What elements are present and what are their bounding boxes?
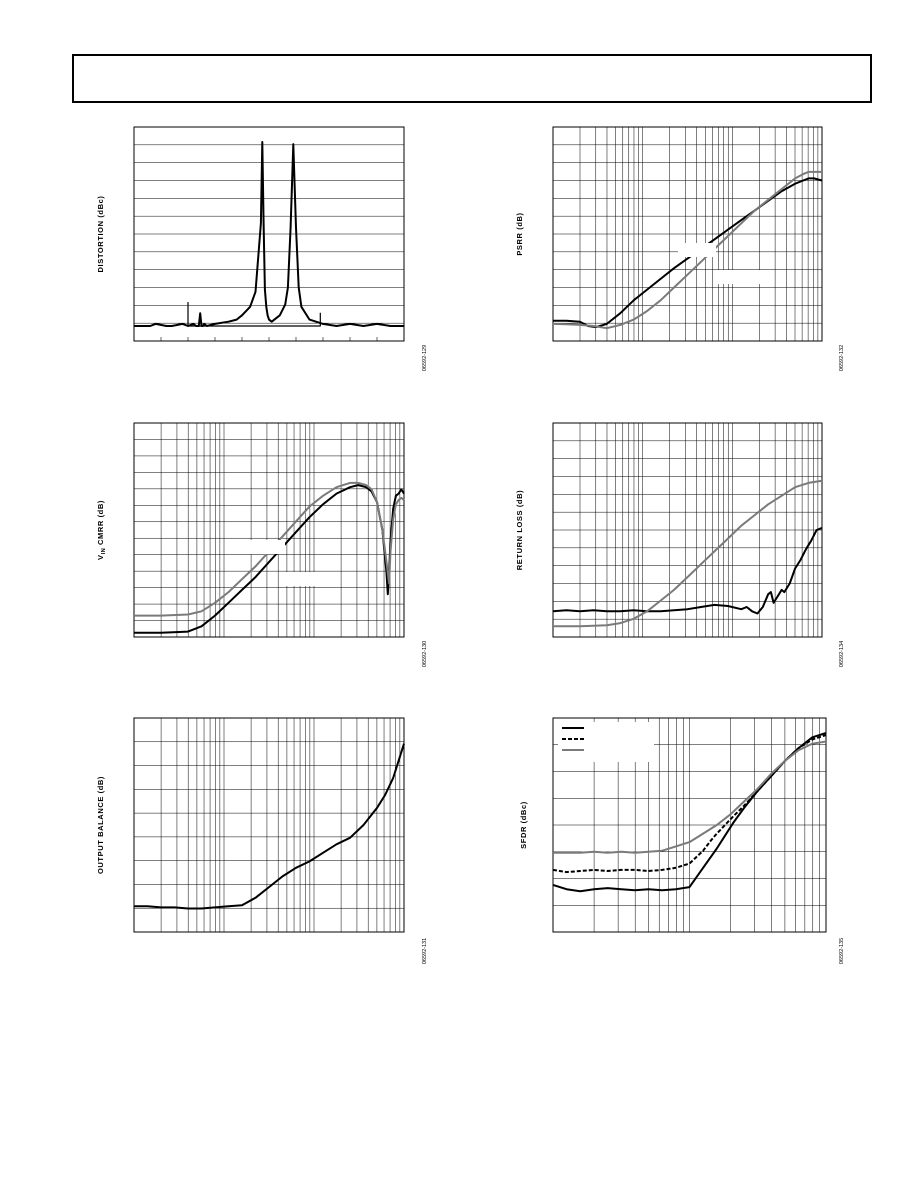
series-line-1 [552,526,823,615]
annotation-box [718,270,768,284]
figure-id: 06592-135 [839,938,845,964]
figure-id: 06592-130 [422,641,428,667]
series-line-1 [134,743,405,910]
figure-id: 06592-132 [839,345,845,371]
annotation-box [281,572,321,586]
chart-return-loss: RETURN LOSS (dB) 06592-134 [515,422,845,667]
annotation-box [235,540,285,554]
legend [558,722,654,762]
chart-vin-cmrr: VIN CMRR (dB) 06592-130 [96,422,428,667]
y-label-sub: IN [101,548,107,555]
y-axis-label: PSRR (dB) [515,212,524,255]
plot-frame [133,422,405,638]
series-line-2 [552,170,822,330]
y-axis-label: DISTORTION (dBc) [96,196,105,273]
y-axis-label: OUTPUT BALANCE (dB) [96,776,105,874]
series-line-2 [187,301,321,327]
chart-distortion: DISTORTION (dBc) 06592-129 [96,126,428,371]
series-line-2 [134,481,405,617]
series-line-2 [552,734,827,874]
y-label-rest: CMRR (dB) [96,500,105,548]
chart-output-balance: OUTPUT BALANCE (dB) 06592-131 [96,717,428,964]
y-axis-label: RETURN LOSS (dB) [515,490,524,570]
figure-id: 06592-134 [839,641,845,667]
series-line-2 [553,479,823,628]
y-axis-label: SFDR (dBc) [519,801,528,849]
figure-id: 06592-131 [422,938,428,964]
chart-psrr: PSRR (dB) 06592-132 [515,126,845,371]
series-line-3 [553,740,827,854]
y-label-main: V [96,554,105,560]
y-axis-label: VIN CMRR (dB) [96,500,107,560]
annotation-box [678,243,716,257]
page-header-box [72,54,872,103]
figure-id: 06592-129 [422,345,428,371]
chart-sfdr: SFDR (dBc) 06592-135 [519,717,845,964]
series-line-1 [134,141,404,327]
plot-frame [133,717,405,933]
